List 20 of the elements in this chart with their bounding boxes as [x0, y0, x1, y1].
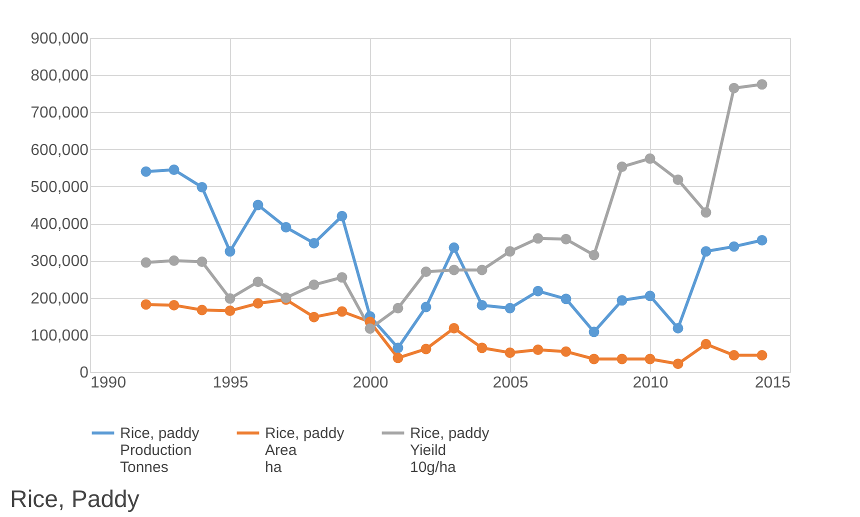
x-tick-label: 1995 — [212, 374, 248, 392]
y-tick-label: 300,000 — [30, 253, 89, 270]
y-tick-label: 900,000 — [30, 30, 89, 48]
y-tick-label: 800,000 — [30, 68, 89, 85]
y-tick-label: 100,000 — [30, 327, 89, 344]
y-tick-label: 500,000 — [30, 178, 89, 196]
text: Rice, Paddy — [10, 486, 140, 513]
x-tick-label: 2005 — [492, 374, 528, 392]
legend-label: Rice, paddy Area ha — [265, 425, 345, 476]
y-tick-label: 700,000 — [30, 104, 89, 122]
x-tick-label: 1990 — [90, 374, 126, 392]
x-tick-label: 2000 — [352, 374, 388, 392]
y-tick-label: 600,000 — [30, 142, 89, 159]
x-tick-label: 2010 — [632, 374, 668, 392]
x-tick-label: 2015 — [754, 374, 791, 392]
legend-label: Rice, paddy Production Tonnes — [120, 425, 200, 476]
legend-label: Rice, paddy Yieild 10g/ha — [410, 425, 490, 476]
y-tick-label: 200,000 — [30, 290, 89, 308]
y-tick-label: 400,000 — [30, 216, 89, 234]
y-tick-label: 0 — [80, 364, 89, 382]
